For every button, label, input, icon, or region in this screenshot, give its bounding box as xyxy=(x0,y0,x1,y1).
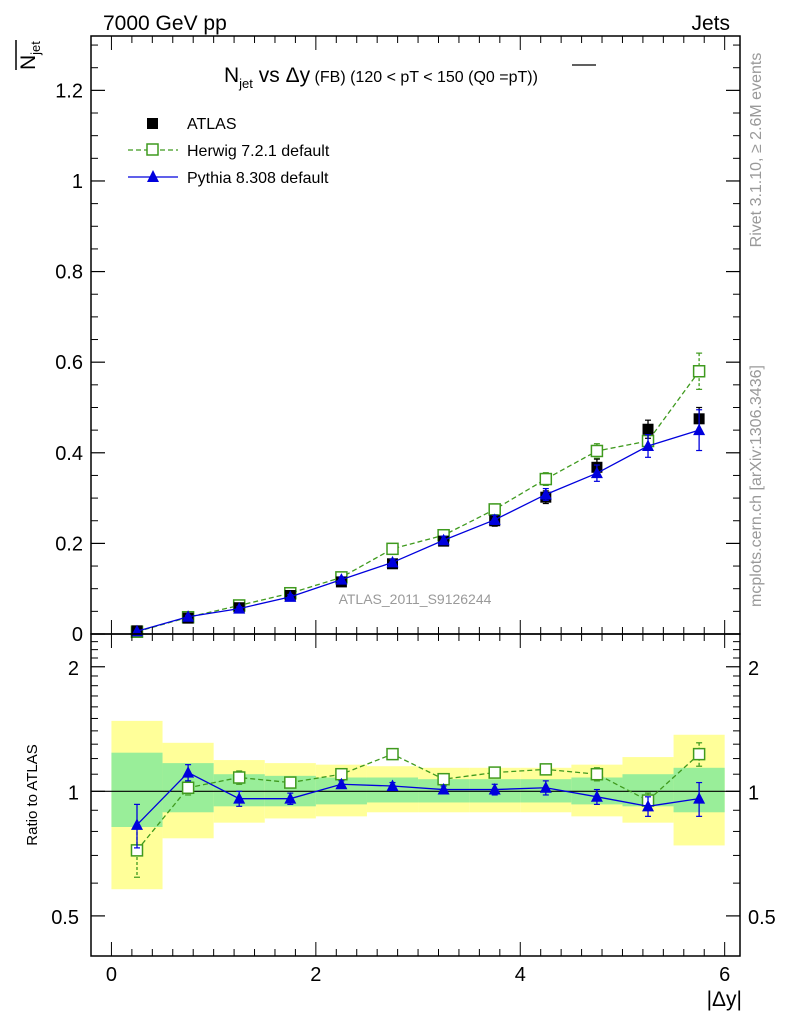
title-pt-overline: pT xyxy=(509,69,528,86)
main-pythia-8-308-default-point-4 xyxy=(335,573,348,585)
ratio-y-axis-label: Ratio to ATLAS xyxy=(24,744,41,845)
title-fb: (FB) xyxy=(310,69,346,86)
ratio-pythia-8-308-default-point-4 xyxy=(335,777,348,790)
process-label: Jets xyxy=(691,12,730,35)
main-pythia-8-308-default-point-3 xyxy=(284,590,297,602)
ratio-series-layer xyxy=(130,742,706,878)
main-pythia-8-308-default-line xyxy=(136,429,700,632)
ratio-herwig-7-2-1-default-point-1 xyxy=(181,781,195,795)
legend-herwig-label: Herwig 7.2.1 default xyxy=(187,143,330,160)
legend-pythia-label: Pythia 8.308 default xyxy=(187,170,329,187)
analysis-watermark: ATLAS_2011_S9126244 xyxy=(339,591,492,607)
ratio-pythia-8-308-default-point-8 xyxy=(539,781,552,793)
legend: ATLAS Herwig 7.2.1 default Pythia 8.308 … xyxy=(128,116,330,187)
ratio-pythia-8-308-default-point-3 xyxy=(284,792,297,804)
title-vs: vs Δy xyxy=(253,64,311,87)
ratio-y-tick-label-1: 1 xyxy=(68,782,79,804)
x-tick-label-1: 2 xyxy=(310,964,321,986)
main-series-layer xyxy=(130,352,706,638)
x-tick-label-3: 6 xyxy=(719,964,730,986)
ratio-herwig-7-2-1-default-point-2 xyxy=(232,771,246,784)
x-axis-label: |Δy| xyxy=(707,988,742,1011)
ratio-y-tick-label-right-2: 2 xyxy=(748,658,759,680)
main-pythia-8-308-default-point-9 xyxy=(590,466,603,479)
mcplots-reference-label: mcplots.cern.ch [arXiv:1306.3436] xyxy=(748,365,765,607)
main-pythia-8-308-default-point-7 xyxy=(488,513,501,525)
main-herwig-7-2-1-default-point-8 xyxy=(539,472,553,486)
ratio-herwig-7-2-1-default-point-11 xyxy=(692,747,706,761)
ratio-y-tick-label-2: 2 xyxy=(68,658,79,680)
legend-pythia-marker xyxy=(147,170,159,182)
ratio-pythia-8-308-default-point-6 xyxy=(437,783,450,795)
ratio-pythia-8-308-default-line xyxy=(136,771,700,826)
main-y-label-sub: jet xyxy=(28,41,43,56)
ratio-axes: 0.5 0.5 1 1 2 2 0 2 4 6 xyxy=(51,634,776,986)
legend-herwig-marker xyxy=(146,143,159,156)
main-pythia-8-308-default-point-6 xyxy=(437,533,450,546)
ratio-y-tick-label-right-1: 1 xyxy=(748,782,759,804)
main-pythia-8-308-default-point-11 xyxy=(693,423,706,436)
main-pythia-8-308-default-point-1 xyxy=(182,610,195,622)
ratio-pythia-8-308-default-point-0 xyxy=(130,818,143,830)
ratio-pythia-8-308-default-point-10 xyxy=(642,799,655,812)
title-range: (120 < pT < 150 (Q0 = xyxy=(346,69,509,86)
ratio-herwig-7-2-1-default-point-8 xyxy=(539,763,553,776)
ratio-herwig-7-2-1-default-point-9 xyxy=(590,767,604,781)
ratio-pythia-8-308-default-point-5 xyxy=(386,779,399,792)
ratio-herwig-7-2-1-default-point-3 xyxy=(284,776,297,789)
main-pythia-8-308-default-point-8 xyxy=(539,487,552,500)
ratio-uncertainty-bands xyxy=(111,720,725,890)
main-y-tick-label-4: 0.8 xyxy=(55,262,83,284)
legend-atlas-marker xyxy=(147,118,158,129)
main-y-tick-label-5: 1 xyxy=(72,171,83,193)
ratio-y-tick-label-0: 0.5 xyxy=(51,907,79,929)
beam-energy-label: 7000 GeV pp xyxy=(103,12,227,35)
x-tick-label-2: 4 xyxy=(515,964,526,986)
ratio-herwig-7-2-1-default-point-7 xyxy=(488,766,501,779)
main-herwig-7-2-1-default-point-11 xyxy=(692,364,706,378)
main-herwig-7-2-1-default-line xyxy=(136,370,700,633)
title-sub: jet xyxy=(238,76,253,91)
main-pythia-8-308-default-point-2 xyxy=(233,602,246,614)
ratio-pythia-8-308-default-point-1 xyxy=(182,766,195,778)
main-y-tick-label-0: 0 xyxy=(72,624,83,646)
main-pythia-8-308-default-point-5 xyxy=(386,555,399,568)
main-herwig-7-2-1-default-point-9 xyxy=(590,444,604,458)
main-y-tick-label-2: 0.4 xyxy=(55,443,83,465)
svg-text:Njet: Njet xyxy=(17,41,43,70)
ratio-plot-frame xyxy=(90,633,741,957)
ratio-pythia-8-308-default-point-7 xyxy=(488,783,501,795)
ratio-pythia-8-308-default-point-2 xyxy=(233,792,246,804)
legend-atlas-label: ATLAS xyxy=(187,116,237,133)
main-chart-title: Njet vs Δy (FB) (120 < pT < 150 (Q0 =pT)… xyxy=(224,64,538,91)
ratio-y-tick-label-right-0: 0.5 xyxy=(748,907,776,929)
ratio-pythia-8-308-default-point-9 xyxy=(590,790,603,802)
ratio-herwig-7-2-1-default-point-5 xyxy=(386,747,399,761)
x-tick-label-0: 0 xyxy=(106,964,117,986)
main-y-tick-label-3: 0.6 xyxy=(55,352,83,374)
ratio-pythia-8-308-default-point-11 xyxy=(693,792,706,804)
main-y-tick-label-1: 0.2 xyxy=(55,533,83,555)
ratio-herwig-7-2-1-default-line xyxy=(136,753,700,851)
main-y-tick-label-6: 1.2 xyxy=(55,80,83,102)
main-pythia-8-308-default-point-10 xyxy=(642,439,655,451)
ratio-herwig-7-2-1-default-point-6 xyxy=(437,772,450,786)
title-close: )) xyxy=(527,69,538,86)
main-atlas-point-10 xyxy=(642,423,654,435)
main-axes: 0 0.2 0.4 0.6 0.8 1 1.2 xyxy=(55,36,740,646)
title-n: N xyxy=(224,64,239,87)
main-y-axis-label: Njet xyxy=(15,40,43,70)
main-herwig-7-2-1-default-point-5 xyxy=(386,542,399,556)
main-herwig-7-2-1-default-point-7 xyxy=(488,503,501,516)
main-y-label-n: N xyxy=(17,55,40,70)
rivet-version-label: Rivet 3.1.10, ≥ 2.6M events xyxy=(748,53,765,248)
